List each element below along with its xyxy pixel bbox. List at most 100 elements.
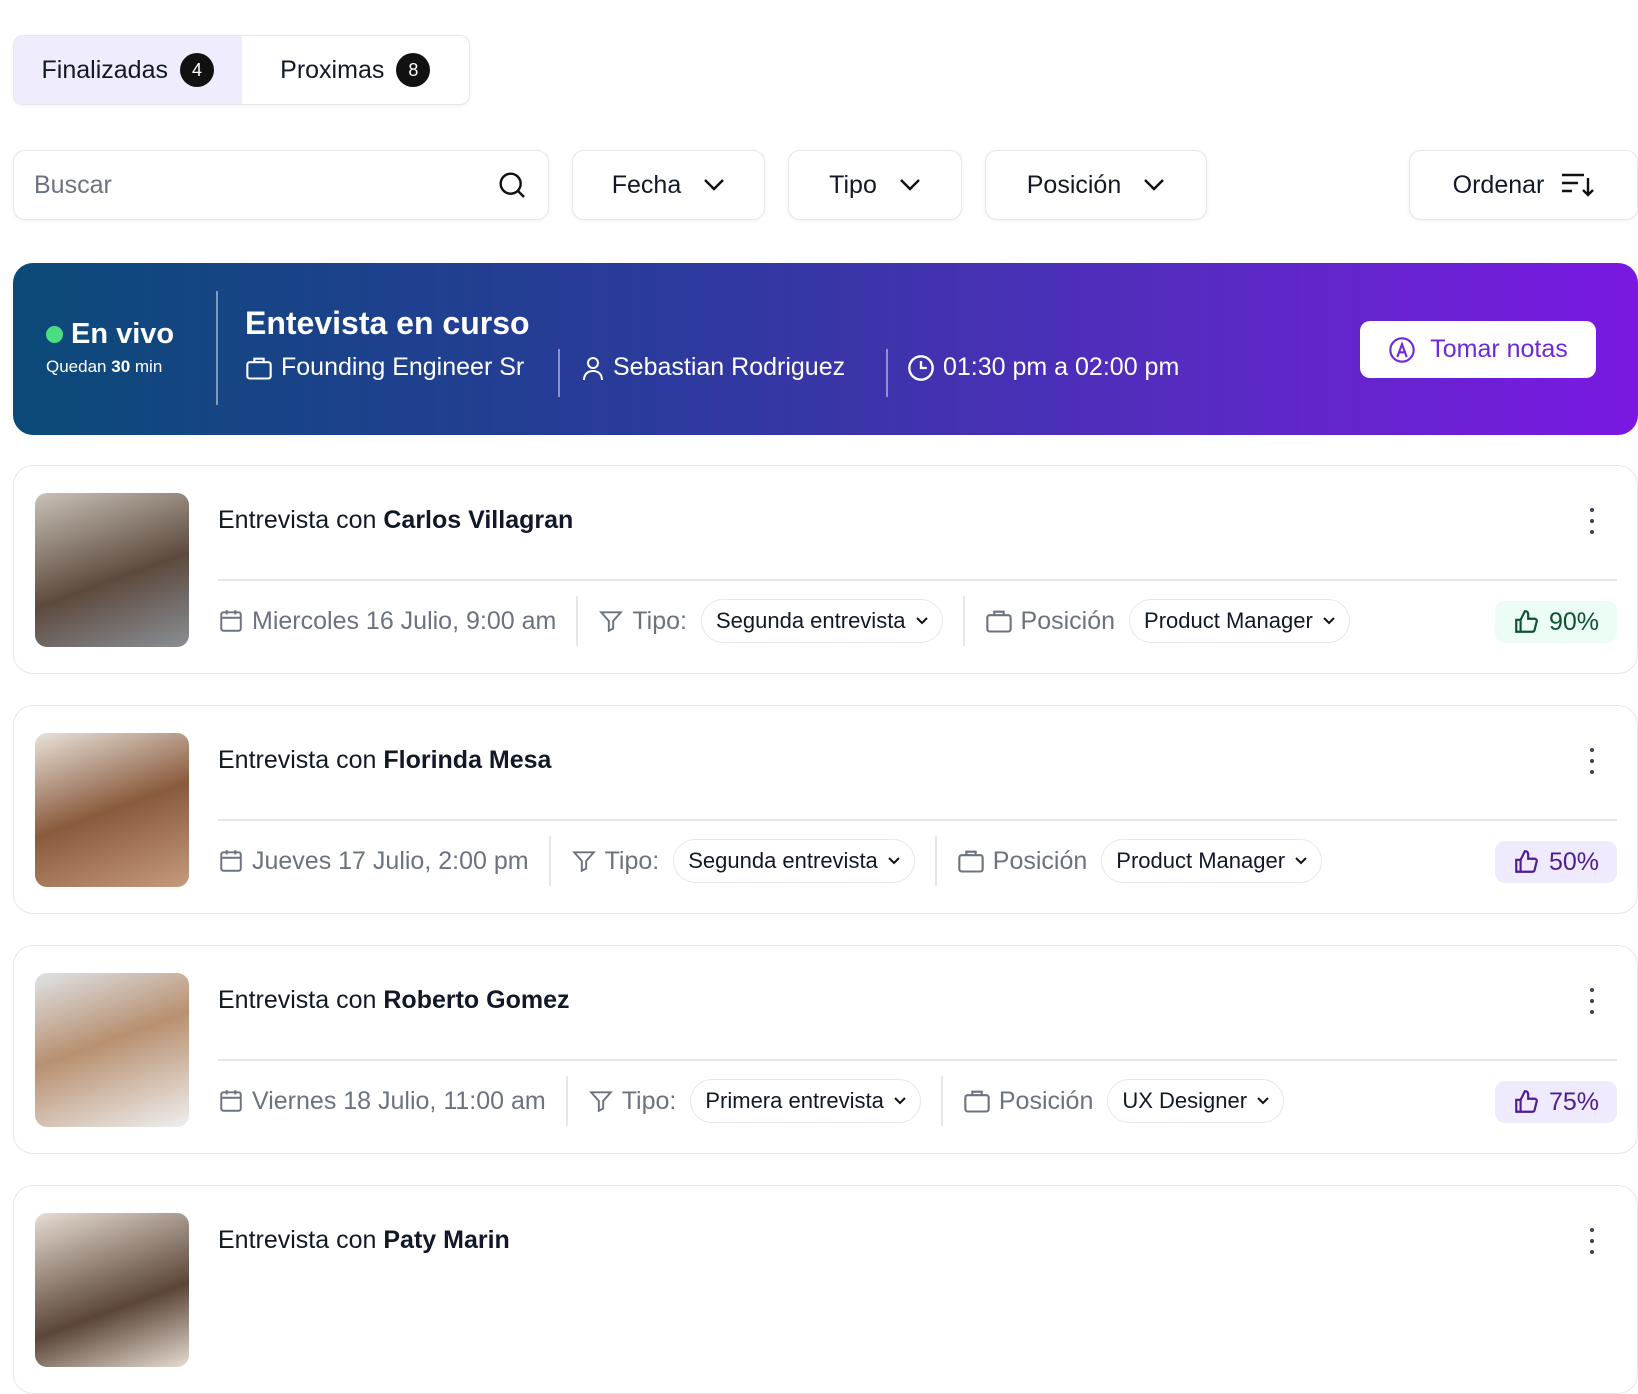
tab-label: Finalizadas: [41, 55, 168, 84]
live-person: Sebastian Rodriguez: [581, 353, 845, 382]
score-badge: 50%: [1495, 841, 1617, 883]
more-options-icon[interactable]: [1587, 508, 1597, 534]
position-select[interactable]: UX Designer: [1107, 1079, 1285, 1123]
tab-proximas[interactable]: Proximas 8: [242, 36, 470, 104]
remaining-value: 30: [111, 357, 131, 376]
interview-meta: Jueves 17 Julio, 2:00 pm Tipo: Segunda en…: [218, 836, 1323, 886]
search-input[interactable]: Buscar: [13, 150, 549, 220]
live-dot-icon: [46, 326, 63, 343]
ordenar-label: Ordenar: [1452, 170, 1545, 199]
type-select[interactable]: Segunda entrevista: [673, 839, 915, 883]
interview-position: Posición Product Manager: [957, 839, 1323, 883]
live-title: Entevista en curso: [245, 305, 530, 341]
take-notes-label: Tomar notas: [1430, 335, 1568, 363]
interview-title: Entrevista con Roberto Gomez: [218, 986, 570, 1015]
interview-position: Posición UX Designer: [963, 1079, 1285, 1123]
interview-date: Jueves 17 Julio, 2:00 pm: [218, 847, 529, 876]
chevron-down-icon: [1323, 617, 1335, 625]
tab-label: Proximas: [280, 55, 385, 84]
status-tabs: Finalizadas 4 Proximas 8: [13, 35, 470, 105]
ordenar-button[interactable]: Ordenar: [1409, 150, 1638, 220]
tipo-label: Tipo: [829, 170, 877, 199]
divider: [886, 349, 888, 397]
interview-title: Entrevista con Paty Marin: [218, 1226, 510, 1255]
title-prefix: Entrevista con: [218, 746, 377, 774]
tipo-filter[interactable]: Tipo: [788, 150, 962, 220]
interview-date: Miercoles 16 Julio, 9:00 am: [218, 607, 556, 636]
date-text: Jueves 17 Julio, 2:00 pm: [252, 846, 529, 875]
position-label: Posición: [992, 846, 1088, 875]
candidate-photo: [35, 1213, 189, 1367]
score-value: 75%: [1548, 1087, 1600, 1116]
divider: [962, 596, 965, 646]
score-badge: 90%: [1495, 601, 1617, 643]
interview-card[interactable]: Entrevista con Roberto Gomez Viernes 18 …: [13, 945, 1638, 1154]
candidate-name: Florinda Mesa: [383, 746, 552, 774]
briefcase-icon: [963, 1088, 991, 1114]
tab-finalizadas[interactable]: Finalizadas 4: [14, 36, 242, 104]
candidate-photo: [35, 493, 189, 647]
filter-icon: [588, 1088, 614, 1114]
more-options-icon[interactable]: [1587, 988, 1597, 1014]
chevron-down-icon: [899, 178, 921, 192]
score-value: 50%: [1548, 847, 1600, 876]
filter-icon: [598, 608, 624, 634]
chevron-down-icon: [894, 1097, 906, 1105]
type-label: Tipo:: [604, 846, 660, 875]
type-value: Segunda entrevista: [688, 848, 878, 873]
posicion-filter[interactable]: Posición: [985, 150, 1207, 220]
divider: [218, 819, 1617, 821]
more-options-icon[interactable]: [1587, 748, 1597, 774]
search-placeholder: Buscar: [34, 170, 112, 199]
type-label: Tipo:: [632, 606, 687, 635]
position-label: Posición: [998, 1086, 1094, 1115]
remaining-unit: min: [134, 357, 163, 376]
score-value: 90%: [1548, 607, 1600, 636]
interview-card[interactable]: Entrevista con Paty Marin: [13, 1185, 1638, 1394]
live-time-text: 01:30 pm a 02:00 pm: [943, 353, 1180, 381]
divider: [218, 579, 1617, 581]
briefcase-icon: [245, 355, 273, 381]
chevron-down-icon: [1257, 1097, 1269, 1105]
interview-title: Entrevista con Florinda Mesa: [218, 746, 551, 775]
date-text: Miercoles 16 Julio, 9:00 am: [252, 606, 557, 635]
candidate-name: Paty Marin: [383, 1226, 510, 1254]
live-person-text: Sebastian Rodriguez: [613, 353, 846, 381]
chevron-down-icon: [1143, 178, 1165, 192]
interview-meta: Viernes 18 Julio, 11:00 am Tipo: Primera …: [218, 1076, 1285, 1126]
title-prefix: Entrevista con: [218, 1226, 377, 1254]
type-label: Tipo:: [621, 1086, 677, 1115]
tab-count-badge: 4: [179, 53, 214, 87]
divider: [576, 596, 579, 646]
thumbs-up-icon: [1513, 849, 1539, 875]
interview-card[interactable]: Entrevista con Carlos Villagran Miercole…: [13, 465, 1638, 674]
type-select[interactable]: Primera entrevista: [690, 1079, 921, 1123]
calendar-icon: [218, 1088, 244, 1114]
position-select[interactable]: Product Manager: [1101, 839, 1323, 883]
pen-icon: [1388, 336, 1416, 364]
interview-type: Tipo: Segunda entrevista: [598, 599, 943, 643]
divider: [565, 1076, 568, 1126]
search-icon: [496, 169, 528, 201]
divider: [934, 836, 937, 886]
take-notes-button[interactable]: Tomar notas: [1360, 321, 1596, 378]
candidate-photo: [35, 973, 189, 1127]
interview-title: Entrevista con Carlos Villagran: [218, 506, 573, 535]
position-value: Product Manager: [1144, 608, 1313, 633]
title-prefix: Entrevista con: [218, 986, 377, 1014]
type-select[interactable]: Segunda entrevista: [700, 599, 943, 643]
interview-meta: Miercoles 16 Julio, 9:00 am Tipo: Segunda…: [218, 596, 1350, 646]
thumbs-up-icon: [1513, 1089, 1539, 1115]
candidate-name: Roberto Gomez: [383, 986, 570, 1014]
divider: [940, 1076, 943, 1126]
briefcase-icon: [957, 848, 985, 874]
chevron-down-icon: [888, 857, 900, 865]
chevron-down-icon: [1295, 857, 1307, 865]
interview-card[interactable]: Entrevista con Florinda Mesa Jueves 17 J…: [13, 705, 1638, 914]
position-select[interactable]: Product Manager: [1129, 599, 1350, 643]
tab-count-badge: 8: [396, 53, 431, 87]
fecha-filter[interactable]: Fecha: [572, 150, 765, 220]
more-options-icon[interactable]: [1587, 1228, 1597, 1254]
type-value: Primera entrevista: [705, 1088, 884, 1113]
interview-date: Viernes 18 Julio, 11:00 am: [218, 1087, 546, 1116]
